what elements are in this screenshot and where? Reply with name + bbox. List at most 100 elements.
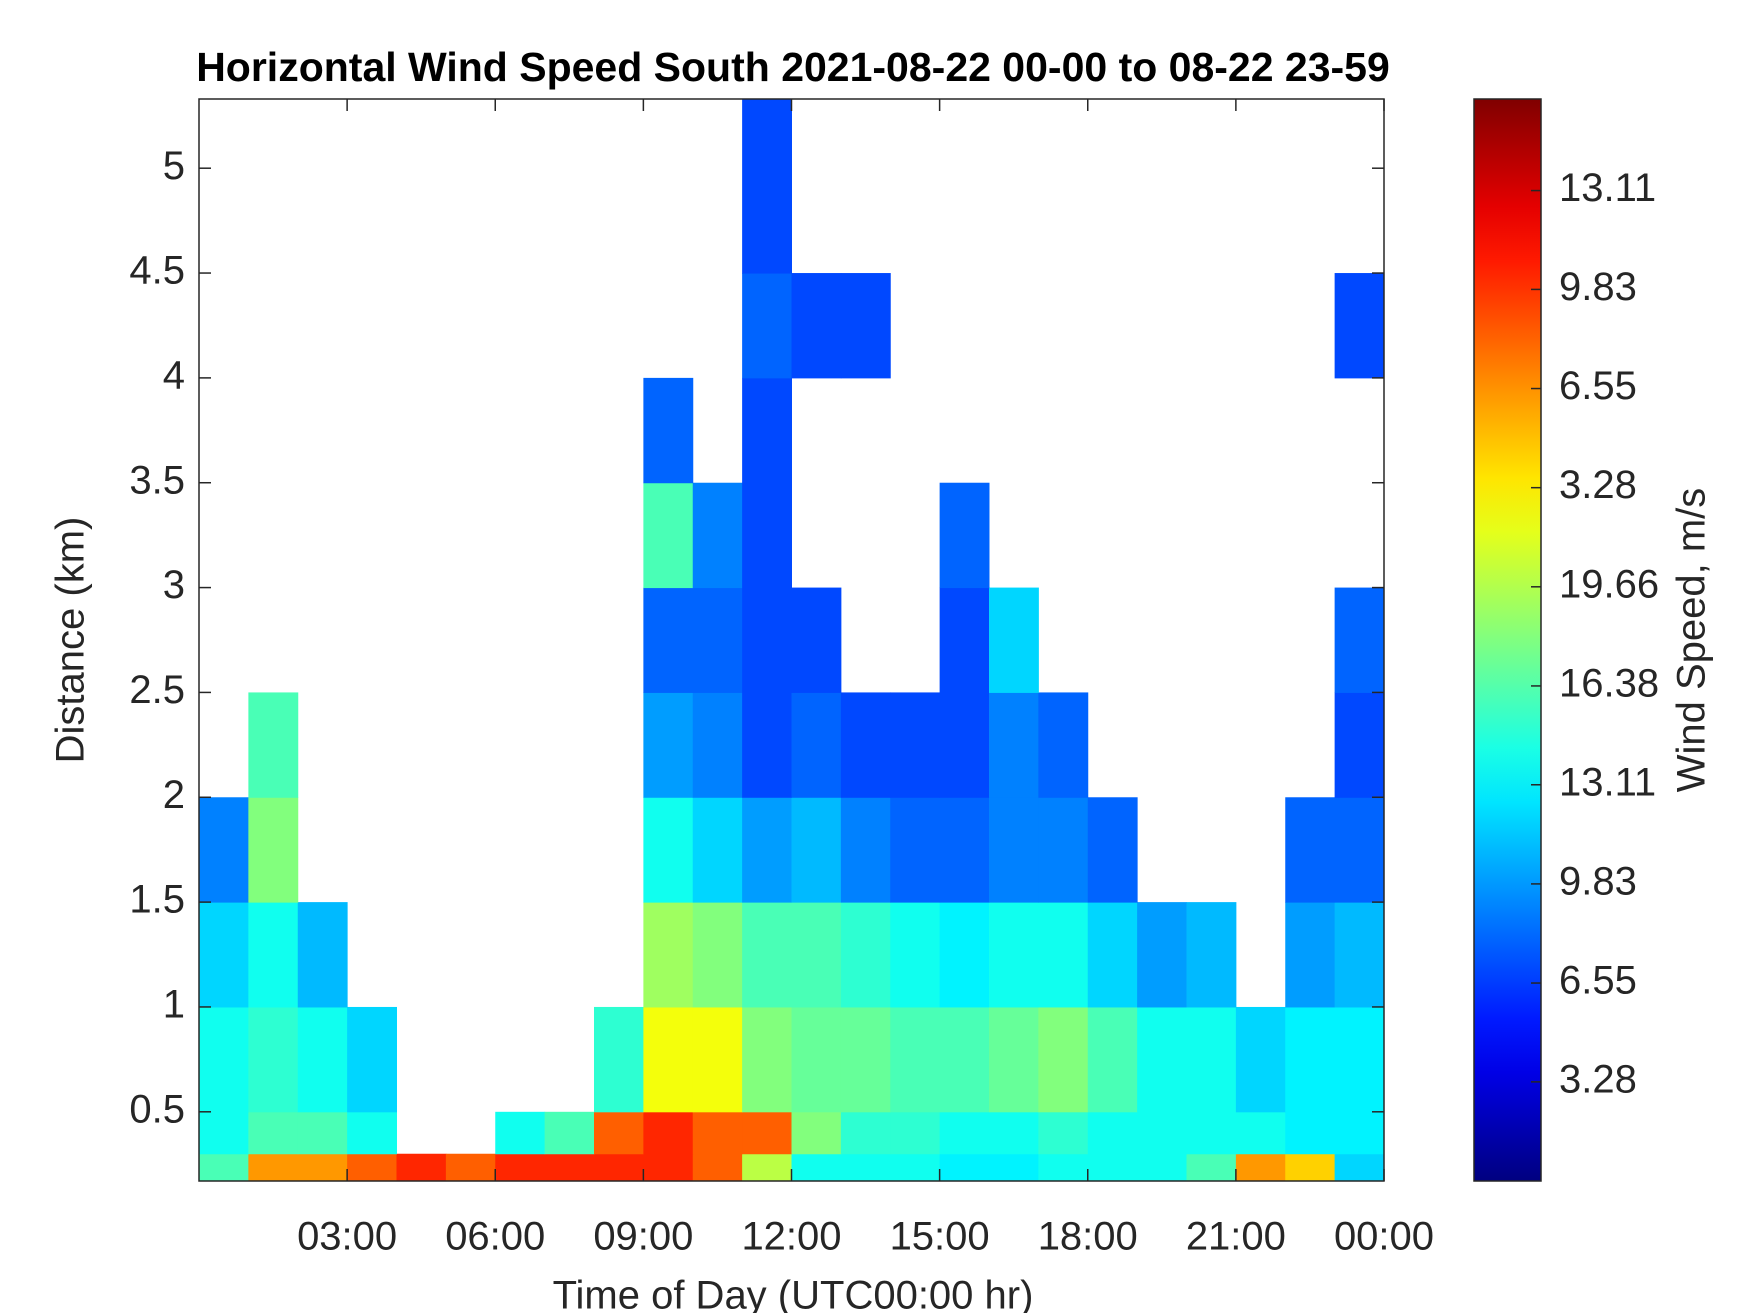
- heat-cell: [643, 482, 694, 589]
- heat-cell: [791, 902, 842, 1008]
- heat-cell: [791, 797, 842, 903]
- heat-cell: [248, 1153, 299, 1182]
- x-tick-label: 03:00: [297, 1215, 397, 1259]
- heat-cell: [495, 1153, 546, 1182]
- heat-cell: [1285, 797, 1336, 903]
- heat-cell: [1235, 1111, 1286, 1155]
- heat-cell: [1087, 902, 1138, 1008]
- heat-cell: [742, 1006, 792, 1113]
- heat-cell: [890, 1111, 941, 1155]
- heat-cell: [1038, 902, 1089, 1008]
- heat-cell: [1334, 273, 1385, 379]
- heat-cell: [445, 1153, 496, 1182]
- heat-cell: [939, 902, 990, 1008]
- heat-cell: [840, 1006, 891, 1113]
- heat-cell: [791, 587, 842, 693]
- y-tick-label: 3: [163, 563, 185, 607]
- chart-title: Horizontal Wind Speed South 2021-08-22 0…: [196, 44, 1390, 90]
- heat-cell: [692, 797, 743, 903]
- heat-cell: [199, 1111, 249, 1155]
- heat-cell: [890, 797, 941, 903]
- heat-cell: [643, 1006, 694, 1113]
- heat-cell: [890, 902, 941, 1008]
- heat-cell: [791, 1153, 842, 1182]
- heat-cell: [1137, 902, 1187, 1008]
- heat-cell: [742, 99, 792, 274]
- y-axis-label: Distance (km): [49, 517, 93, 764]
- heat-cell: [347, 1153, 397, 1182]
- colorbar-tick-label: 13.11: [1559, 166, 1656, 210]
- heat-cell: [199, 797, 249, 903]
- x-tick-label: 15:00: [890, 1215, 990, 1259]
- x-tick-label: 06:00: [445, 1215, 545, 1259]
- colorbar: [1473, 98, 1542, 1182]
- heat-cell: [989, 797, 1039, 903]
- heat-cell: [939, 587, 990, 693]
- x-tick-label: 18:00: [1038, 1215, 1138, 1259]
- heat-cell: [692, 1153, 743, 1182]
- heat-cell: [248, 797, 299, 903]
- heat-cell: [643, 1153, 694, 1182]
- heat-cell: [1137, 1153, 1187, 1182]
- heat-cell: [692, 587, 743, 693]
- heat-cell: [742, 902, 792, 1008]
- heat-cell: [643, 692, 694, 798]
- heat-cell: [989, 1006, 1039, 1113]
- heat-cell: [989, 692, 1039, 798]
- heat-cell: [1087, 797, 1138, 903]
- heat-cell: [643, 1111, 694, 1155]
- heat-cell: [1038, 692, 1089, 798]
- heat-cell: [594, 1006, 644, 1113]
- heat-cell: [248, 692, 299, 798]
- heat-cell: [840, 1153, 891, 1182]
- heat-cell: [1334, 692, 1385, 798]
- colorbar-tick-label: 16.38: [1559, 662, 1659, 706]
- heat-cell: [840, 692, 891, 798]
- heat-cell: [939, 1006, 990, 1113]
- heat-cell: [199, 902, 249, 1008]
- x-tick-label: 21:00: [1186, 1215, 1286, 1259]
- heat-cell: [1334, 587, 1385, 693]
- heat-cell: [742, 1111, 792, 1155]
- heat-cell: [1334, 902, 1385, 1008]
- heat-cell: [840, 797, 891, 903]
- x-tick-label: 12:00: [741, 1215, 841, 1259]
- heat-cell: [742, 692, 792, 798]
- heat-cell: [643, 797, 694, 903]
- heat-cell: [939, 482, 990, 589]
- heat-cell: [1137, 1006, 1187, 1113]
- heat-cell: [791, 1006, 842, 1113]
- heat-cell: [742, 797, 792, 903]
- heat-cell: [742, 377, 792, 484]
- y-tick-label: 3.5: [129, 458, 185, 502]
- y-tick-label: 0.5: [129, 1087, 185, 1131]
- y-tick-label: 1.5: [129, 878, 185, 922]
- heat-cell: [1137, 1111, 1187, 1155]
- heat-cell: [199, 1153, 249, 1182]
- colorbar-label: Wind Speed, m/s: [1670, 488, 1714, 793]
- heat-cell: [742, 587, 792, 693]
- heat-cell: [890, 1153, 941, 1182]
- heat-cell: [1334, 1111, 1385, 1155]
- colorbar-tick-label: 9.83: [1559, 265, 1637, 309]
- heat-cell: [989, 1111, 1039, 1155]
- heat-cell: [1038, 1111, 1089, 1155]
- heat-cell: [1285, 1111, 1336, 1155]
- colorbar-tick-label: 6.55: [1559, 364, 1637, 408]
- heat-cell: [248, 1006, 299, 1113]
- heat-cell: [1087, 1153, 1138, 1182]
- y-tick-label: 1: [163, 983, 185, 1027]
- heat-cell: [1235, 1006, 1286, 1113]
- heat-cell: [1235, 1153, 1286, 1182]
- heat-cell: [643, 587, 694, 693]
- heat-cell: [297, 902, 348, 1008]
- heat-cell: [544, 1111, 595, 1155]
- heat-cell: [347, 1006, 397, 1113]
- heat-cell: [297, 1111, 348, 1155]
- heat-cell: [396, 1153, 447, 1182]
- heat-cell: [791, 273, 842, 379]
- heat-cell: [1087, 1006, 1138, 1113]
- colorbar-tick-label: 19.66: [1559, 562, 1659, 606]
- heat-cell: [692, 1006, 743, 1113]
